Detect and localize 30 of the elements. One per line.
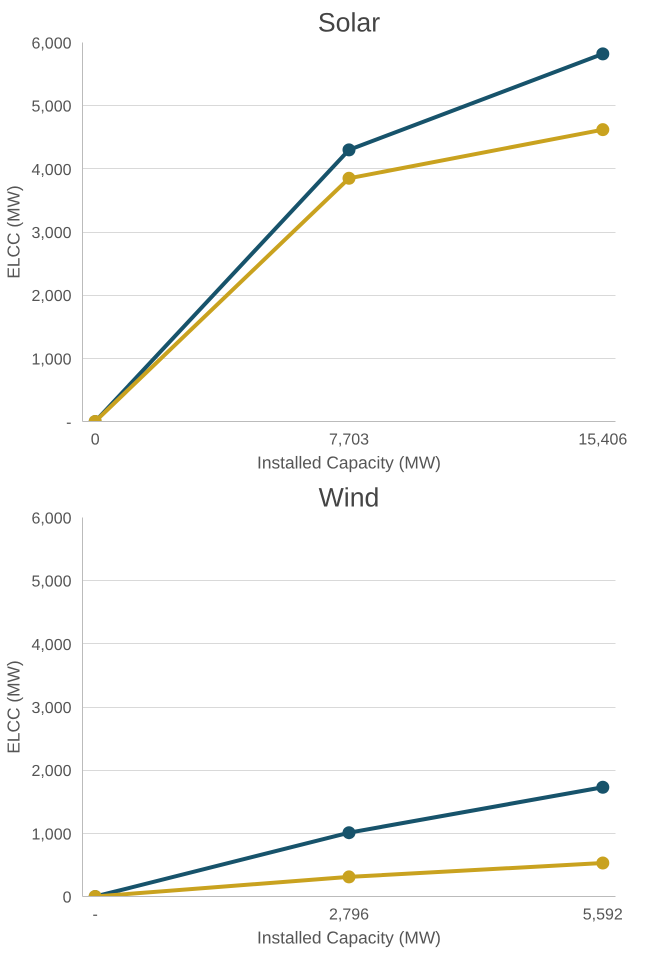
x-axis-title: Installed Capacity (MW)	[257, 452, 441, 472]
x-tick-label: 7,703	[328, 432, 370, 448]
chart-title: Wind	[318, 482, 380, 512]
x-tick-label: 5,592	[582, 906, 623, 924]
x-tick-label: -	[92, 906, 98, 924]
y-tick-label: 1,000	[31, 826, 72, 844]
y-tick-label: -	[66, 414, 72, 432]
y-tick-label: 0	[62, 890, 72, 906]
x-tick-label: 2,796	[328, 906, 370, 924]
x-tick-label: 0	[90, 432, 100, 448]
y-tick-label: 4,000	[31, 636, 72, 654]
x-tick-label: 15,406	[578, 432, 628, 448]
y-tick-label: 5,000	[31, 574, 72, 591]
point	[596, 856, 610, 870]
y-tick-label: 2,000	[31, 763, 72, 780]
point	[342, 870, 356, 884]
point	[596, 780, 610, 794]
y-tick-label: 3,000	[31, 225, 72, 242]
y-tick-label: 4,000	[31, 162, 72, 179]
y-axis-title: ELCC (MW)	[3, 185, 24, 279]
x-axis-title: Installed Capacity (MW)	[257, 928, 441, 948]
point	[342, 826, 356, 840]
y-tick-label: 3,000	[31, 700, 72, 717]
y-tick-label: 6,000	[31, 36, 72, 52]
chart-title: Solar	[318, 8, 380, 38]
y-tick-label: 2,000	[31, 288, 72, 306]
y-tick-label: 6,000	[31, 510, 72, 528]
y-axis-title: ELCC (MW)	[3, 660, 24, 754]
y-tick-label: 1,000	[31, 351, 72, 368]
y-tick-label: 5,000	[31, 98, 72, 116]
